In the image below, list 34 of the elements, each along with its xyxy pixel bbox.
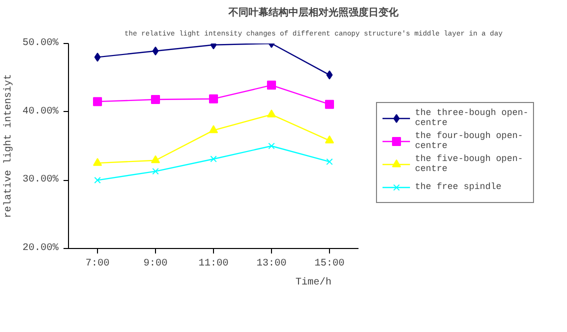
y-tick-label: 40.00% xyxy=(22,106,59,118)
y-axis-title: relative light intensiyt xyxy=(2,74,14,218)
x-tick-label: 11:00 xyxy=(198,258,229,270)
point xyxy=(267,80,276,90)
point xyxy=(325,135,334,144)
y-tick-label: 20.00% xyxy=(22,243,59,254)
x-axis-title: Time/h xyxy=(295,276,332,288)
point xyxy=(93,97,102,106)
point xyxy=(267,109,276,118)
point xyxy=(325,100,334,109)
legend-label: the five-bough open-centre xyxy=(415,154,524,174)
point xyxy=(209,125,218,134)
y-tick-label: 50.00% xyxy=(22,38,59,49)
x-tick-label: 13:00 xyxy=(256,258,287,270)
point xyxy=(326,158,333,166)
legend-label: the four-bough open-centre xyxy=(415,131,524,151)
point xyxy=(152,168,159,175)
legend-label: the three-bough open-centre xyxy=(415,108,528,128)
y-tick-label: 30.00% xyxy=(22,174,59,186)
point xyxy=(151,95,160,104)
point xyxy=(151,155,160,164)
point xyxy=(93,158,102,166)
x-tick-label: 9:00 xyxy=(144,258,168,270)
x-tick-label: 7:00 xyxy=(86,258,110,270)
point xyxy=(209,94,218,104)
legend-label: the free spindle xyxy=(415,181,502,193)
point xyxy=(94,52,101,62)
chart-title: 不同叶幕结构中层相对光照强度日变化 xyxy=(228,6,400,18)
point xyxy=(210,156,217,162)
point xyxy=(152,46,159,56)
point xyxy=(94,176,101,184)
point xyxy=(326,70,333,80)
point xyxy=(268,142,275,150)
x-tick-label: 15:00 xyxy=(314,258,345,270)
